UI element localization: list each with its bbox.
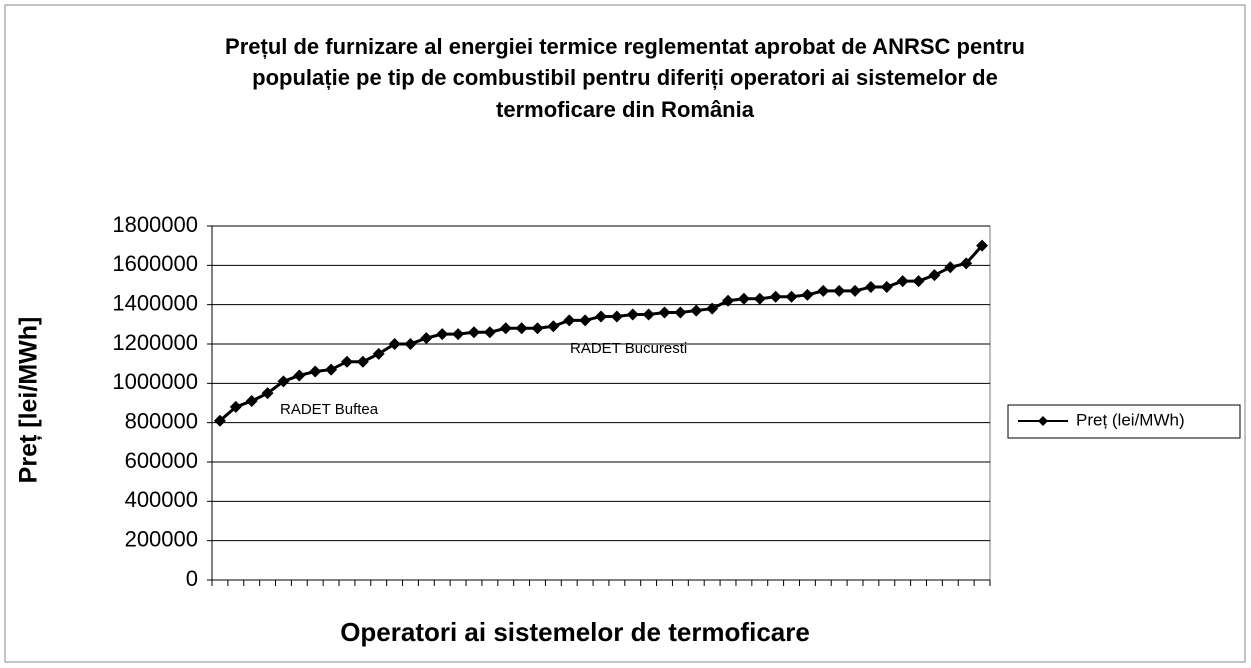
marker xyxy=(706,302,719,315)
marker xyxy=(547,320,560,333)
marker xyxy=(245,395,258,408)
marker xyxy=(325,363,338,376)
marker xyxy=(595,310,607,323)
chart-title: Prețul de furnizare al energiei termice … xyxy=(225,34,1025,59)
marker xyxy=(785,290,798,303)
marker xyxy=(610,310,623,323)
marker xyxy=(531,322,544,335)
marker xyxy=(340,355,353,368)
marker xyxy=(356,355,369,368)
marker xyxy=(515,322,528,335)
marker xyxy=(213,414,226,427)
x-axis-title: Operatori ai sistemelor de termoficare xyxy=(340,617,810,647)
marker xyxy=(976,239,989,252)
annotation: RADET Buftea xyxy=(280,401,379,418)
y-tick-label: 400000 xyxy=(125,487,198,512)
marker xyxy=(737,292,750,305)
marker xyxy=(880,280,893,293)
annotation: RADET Bucuresti xyxy=(570,340,687,357)
y-tick-label: 1800000 xyxy=(112,212,198,237)
marker xyxy=(563,314,576,327)
chart-title: termoficare din România xyxy=(496,97,755,122)
marker xyxy=(293,369,306,382)
y-tick-label: 1000000 xyxy=(112,369,198,394)
marker xyxy=(372,347,385,360)
marker xyxy=(626,308,639,321)
marker xyxy=(420,332,433,345)
y-tick-label: 1600000 xyxy=(112,251,198,276)
marker xyxy=(229,400,242,413)
marker xyxy=(642,308,655,321)
marker xyxy=(499,322,512,335)
marker xyxy=(261,387,274,400)
marker xyxy=(404,338,417,350)
marker xyxy=(801,288,814,301)
marker xyxy=(722,294,735,307)
marker xyxy=(690,304,703,317)
marker xyxy=(467,326,480,339)
marker xyxy=(277,375,290,388)
y-tick-label: 600000 xyxy=(125,448,198,473)
marker xyxy=(452,328,465,341)
y-axis-title: Preț [lei/MWh] xyxy=(15,317,43,484)
marker xyxy=(960,257,973,270)
marker xyxy=(579,314,592,327)
marker xyxy=(864,280,877,293)
marker xyxy=(817,284,830,297)
marker xyxy=(483,326,496,339)
marker xyxy=(896,275,909,288)
marker xyxy=(769,290,782,303)
y-tick-label: 200000 xyxy=(125,526,198,551)
chart-title: populație pe tip de combustibil pentru d… xyxy=(252,65,998,90)
y-tick-label: 800000 xyxy=(125,408,198,433)
marker xyxy=(436,328,449,341)
legend-marker xyxy=(1038,416,1048,426)
marker xyxy=(944,261,957,274)
marker xyxy=(928,269,941,282)
y-tick-label: 0 xyxy=(186,566,198,591)
marker xyxy=(912,275,925,288)
marker xyxy=(833,284,846,297)
marker xyxy=(674,306,687,319)
legend-label: Preț (lei/MWh) xyxy=(1076,410,1185,429)
y-tick-label: 1200000 xyxy=(112,330,198,355)
marker xyxy=(658,306,671,319)
marker xyxy=(388,338,401,350)
y-tick-label: 1400000 xyxy=(112,290,198,315)
marker xyxy=(309,365,322,378)
marker xyxy=(753,292,766,305)
marker xyxy=(849,284,862,297)
